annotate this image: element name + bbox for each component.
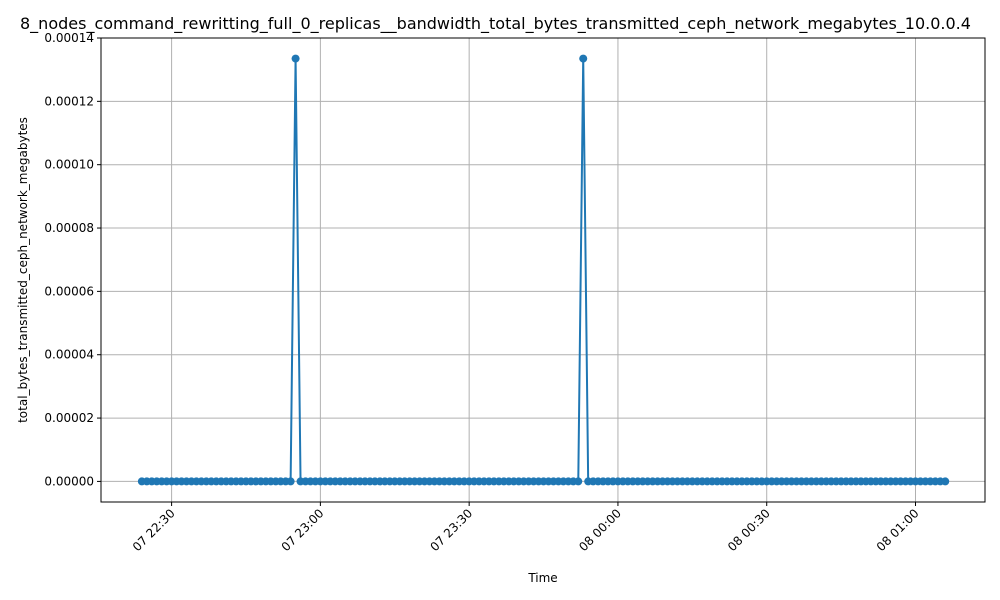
x-axis: 07 22:30 07 23:00 07 23:30 08 00:00 08 00:30… (130, 502, 922, 554)
data-series (137, 54, 950, 486)
y-axis-label: total_bytes_transmitted_ceph_network_meg… (16, 117, 30, 423)
x-tick-label: 07 23:00 (279, 506, 327, 554)
y-tick-label: 0.00014 (44, 31, 94, 45)
data-point (291, 54, 300, 63)
x-tick-label: 07 22:30 (130, 506, 178, 554)
y-tick-label: 0.00006 (44, 284, 94, 298)
y-tick-label: 0.00000 (44, 474, 94, 488)
data-point (941, 477, 950, 486)
y-tick-label: 0.00010 (44, 158, 94, 172)
y-tick-label: 0.00002 (44, 411, 94, 425)
y-tick-label: 0.00008 (44, 221, 94, 235)
data-point (286, 477, 295, 486)
x-tick-label: 08 00:00 (576, 506, 624, 554)
data-point (579, 54, 588, 63)
data-point (574, 477, 583, 486)
y-tick-label: 0.00012 (44, 94, 94, 108)
plot-frame (100, 37, 986, 503)
grid-lines (101, 37, 985, 502)
x-tick-label: 07 23:30 (427, 506, 475, 554)
y-axis: 0.00000 0.00002 0.00004 0.00006 0.00008 0.000… (44, 31, 101, 488)
y-tick-label: 0.00004 (44, 348, 94, 362)
x-axis-label: Time (527, 571, 557, 585)
x-tick-label: 08 00:30 (725, 506, 773, 554)
chart-title: 8_nodes_command_rewritting_full_0_replic… (20, 14, 971, 34)
x-tick-label: 08 01:00 (874, 506, 922, 554)
